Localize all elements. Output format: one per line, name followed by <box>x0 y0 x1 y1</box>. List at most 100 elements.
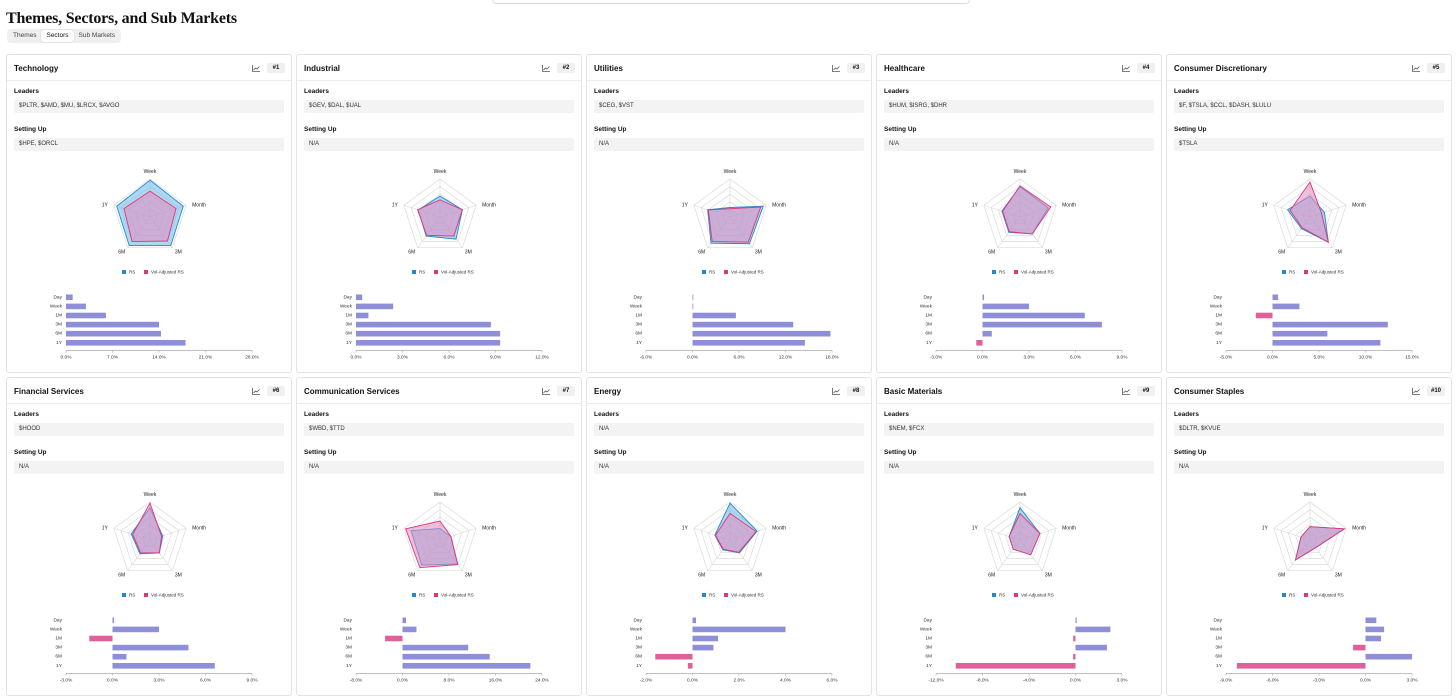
radar-chart: Week Month 3M 6M 1Y RS Vol-Adjusted RS <box>1262 492 1367 598</box>
rank-badge: #1 <box>267 63 285 73</box>
bar-day <box>692 617 696 624</box>
x-tick-label: -6.0% <box>1266 678 1279 684</box>
legend-vol-swatch <box>434 593 438 597</box>
chart-toggle-button[interactable] <box>250 386 262 396</box>
vol-adjusted-series-polygon <box>123 190 177 243</box>
radar-grid-ring <box>113 501 187 572</box>
radar-axis-label: 3M <box>465 250 472 256</box>
performance-bar-chart: -9.0% -6.0% -3.0% 0.0% 3.0% Day Week 1M 3M 6M 1Y <box>1210 617 1418 684</box>
radar-axis-label: 6M <box>118 250 125 256</box>
chart-toggle-button[interactable] <box>540 63 552 73</box>
y-row-label: 1Y <box>1216 663 1223 669</box>
card-header: Communication Services #7 <box>304 385 575 397</box>
y-row-label: 6M <box>345 654 352 660</box>
header-divider <box>1167 80 1451 81</box>
page-title: Themes, Sectors, and Sub Markets <box>6 10 237 27</box>
sector-card: Energy #8 Leaders N/A Setting Up N/A Week Month… <box>586 377 872 696</box>
radar-axis-label: 1Y <box>972 525 979 531</box>
radar-axis-label: 1Y <box>682 525 689 531</box>
legend-vol-label: Vol-Adjusted RS <box>151 593 184 598</box>
radar-chart: Week Month 3M 6M 1Y RS Vol-Adjusted RS <box>392 169 497 275</box>
bar-3m <box>982 321 1102 328</box>
header-divider <box>877 80 1161 81</box>
radar-axis-label: 3M <box>755 573 762 579</box>
search-bar-edge[interactable] <box>492 0 970 4</box>
x-tick-label: 0.0% <box>1267 355 1279 361</box>
bar-week <box>692 303 694 310</box>
legend-vol-label: Vol-Adjusted RS <box>1311 593 1344 598</box>
leaders-value: $PLTR, $AMD, $MU, $LRCX, $AVGO <box>14 100 284 113</box>
chart-toggle-button[interactable] <box>540 386 552 396</box>
tab-themes[interactable]: Themes <box>13 32 37 39</box>
line-chart-icon <box>1412 64 1420 72</box>
bar-day <box>402 617 406 624</box>
radar-axis-label: 6M <box>118 573 125 579</box>
bar-6m <box>692 330 831 337</box>
x-tick-label: 6.0% <box>734 355 746 361</box>
y-row-label: 3M <box>345 645 352 651</box>
y-row-label: Week <box>630 303 643 309</box>
radar-grid-ring <box>983 501 1057 572</box>
legend-vol-swatch <box>1014 270 1018 274</box>
bar-week <box>1272 303 1300 310</box>
radar-axis-label: Month <box>1352 202 1366 208</box>
bar-1m <box>982 312 1085 319</box>
bar-week <box>356 303 394 310</box>
leaders-label: Leaders <box>594 88 619 95</box>
y-row-label: 6M <box>55 654 62 660</box>
radar-axis-label: 1Y <box>1262 525 1269 531</box>
bar-1y <box>66 340 186 346</box>
leaders-value: $DLTR, $KVUE <box>1174 423 1444 436</box>
chart-toggle-button[interactable] <box>1120 63 1132 73</box>
radar-axis-label: Month <box>192 525 206 531</box>
radar-axis-label: 6M <box>408 250 415 256</box>
x-tick-label: -3.0% <box>1313 678 1326 684</box>
radar-axis-label: Week <box>434 492 447 498</box>
x-tick-label: -12.0% <box>928 678 944 684</box>
legend-vol-label: Vol-Adjusted RS <box>441 270 474 275</box>
chart-toggle-button[interactable] <box>830 386 842 396</box>
radar-chart: Week Month 3M 6M 1Y RS Vol-Adjusted RS <box>972 492 1077 598</box>
y-row-label: 1Y <box>56 663 63 669</box>
radar-axis-label: 6M <box>1278 250 1285 256</box>
y-row-label: 6M <box>1215 654 1222 660</box>
card-header: Industrial #2 <box>304 62 575 74</box>
sector-name: Energy <box>594 386 622 396</box>
setting-up-label: Setting Up <box>304 449 337 456</box>
y-row-label: Day <box>343 617 352 623</box>
legend-rs-label: RS <box>129 593 135 598</box>
x-tick-label: 18.0% <box>825 355 839 361</box>
tab-sectors[interactable]: Sectors <box>41 30 74 42</box>
radar-axis-label: 1Y <box>392 525 399 531</box>
chart-toggle-button[interactable] <box>1410 63 1422 73</box>
y-row-label: 1M <box>345 313 352 319</box>
y-row-label: Week <box>920 303 933 309</box>
chart-toggle-button[interactable] <box>1120 386 1132 396</box>
line-chart-icon <box>252 387 260 395</box>
legend-rs-label: RS <box>709 270 715 275</box>
sector-name: Healthcare <box>884 63 925 73</box>
chart-toggle-button[interactable] <box>1410 386 1422 396</box>
card-header: Consumer Discretionary #5 <box>1174 62 1445 74</box>
radar-axis-label: Month <box>1062 202 1076 208</box>
header-divider <box>587 80 871 81</box>
radar-grid-ring <box>403 501 477 572</box>
leaders-value: $GEV, $DAL, $UAL <box>304 100 574 113</box>
radar-grid-ring <box>120 509 180 565</box>
chart-toggle-button[interactable] <box>830 63 842 73</box>
x-tick-label: -4.0% <box>1023 678 1036 684</box>
radar-grid-ring <box>693 501 767 572</box>
sector-grid: Technology #1 Leaders $PLTR, $AMD, $MU, $LR… <box>6 54 1454 696</box>
tab-sub-markets[interactable]: Sub Markets <box>78 32 116 39</box>
bar-6m <box>402 653 490 660</box>
header-divider <box>7 80 291 81</box>
bar-1y <box>402 663 531 669</box>
performance-bar-chart: -3.0% 0.0% 3.0% 6.0% 9.0% Day Week 1M 3M 6M 1Y <box>50 617 258 683</box>
y-row-label: 1Y <box>636 340 643 346</box>
chart-toggle-button[interactable] <box>250 63 262 73</box>
header-divider <box>7 403 291 404</box>
sector-name: Communication Services <box>304 386 400 396</box>
radar-grid-ring <box>1280 186 1340 242</box>
x-tick-label: 7.0% <box>107 355 119 361</box>
radar-axis-label: Week <box>434 169 447 175</box>
